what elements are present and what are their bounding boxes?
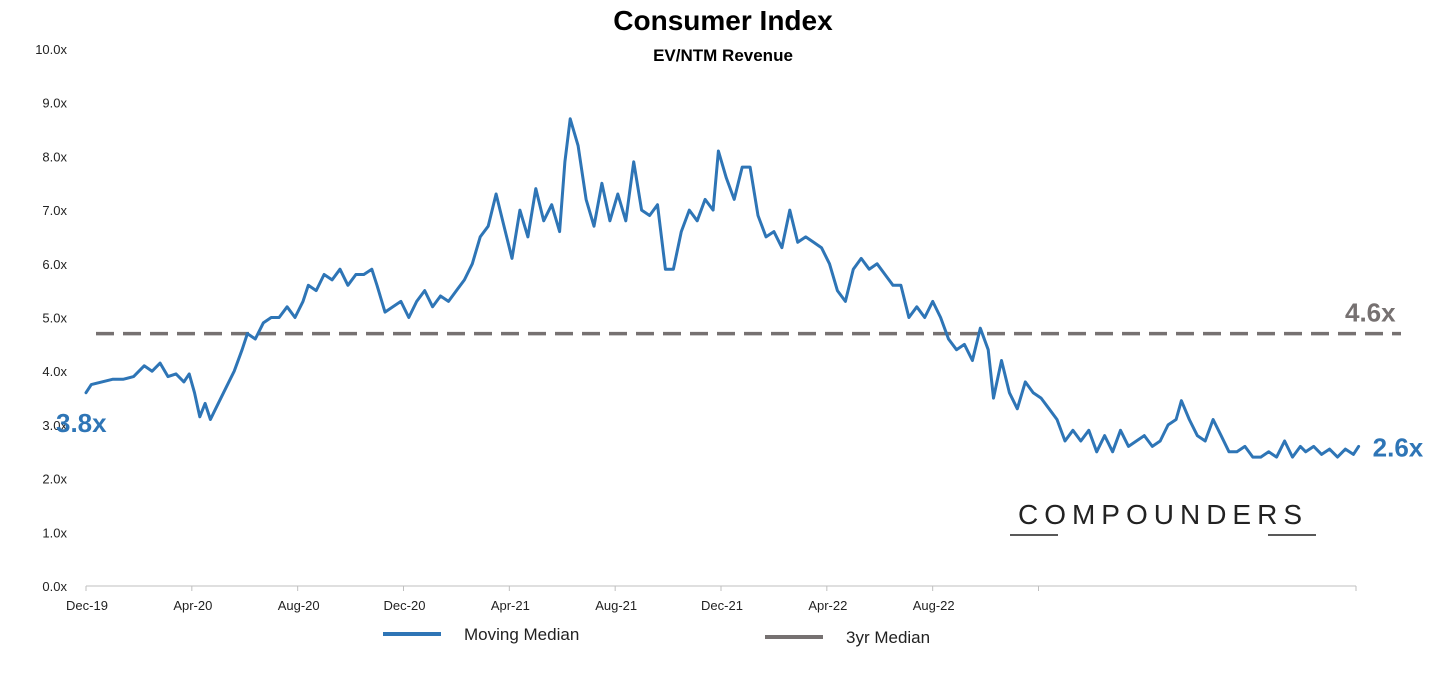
annotation-median-value: 4.6x bbox=[1345, 298, 1396, 328]
y-tick-label: 6.0x bbox=[42, 257, 67, 272]
legend-item-moving-median: Moving Median bbox=[383, 625, 579, 644]
legend-label-moving-median: Moving Median bbox=[464, 625, 579, 644]
x-tick-label: Apr-22 bbox=[808, 598, 847, 613]
y-tick-label: 2.0x bbox=[42, 472, 67, 487]
watermark-logo: COMPOUNDERS bbox=[1010, 499, 1316, 536]
annotation-layer: 3.8x 2.6x 4.6x bbox=[56, 298, 1424, 463]
x-tick-label: Aug-20 bbox=[278, 598, 320, 613]
y-tick-label: 3.0x bbox=[42, 418, 67, 433]
annotation-start-value: 3.8x bbox=[56, 408, 107, 438]
x-tick-label: Dec-19 bbox=[66, 598, 108, 613]
series-line-moving-median bbox=[84, 117, 1361, 459]
y-tick-label: 10.0x bbox=[35, 42, 67, 57]
series-layer bbox=[84, 117, 1361, 459]
y-tick-label: 1.0x bbox=[42, 525, 67, 540]
x-tick-label: Apr-20 bbox=[173, 598, 212, 613]
chart-subtitle: EV/NTM Revenue bbox=[653, 46, 793, 65]
legend-item-3yr-median: 3yr Median bbox=[765, 628, 930, 647]
y-tick-label: 0.0x bbox=[42, 579, 67, 594]
x-tick-label: Apr-21 bbox=[491, 598, 530, 613]
y-tick-label: 9.0x bbox=[42, 96, 67, 111]
y-axis: 0.0x 1.0x 2.0x 3.0x 4.0x 5.0x 6.0x 7.0x 8.0x 9.0x… bbox=[35, 42, 67, 594]
legend: Moving Median 3yr Median bbox=[383, 625, 930, 647]
x-axis: Dec-19 Apr-20 Aug-20 Dec-20 Apr-21 Aug-21 Dec-… bbox=[66, 585, 1357, 613]
y-tick-label: 8.0x bbox=[42, 149, 67, 164]
y-tick-label: 5.0x bbox=[42, 311, 67, 326]
annotation-end-value: 2.6x bbox=[1373, 432, 1424, 462]
chart-title: Consumer Index bbox=[613, 5, 833, 36]
y-tick-label: 7.0x bbox=[42, 203, 67, 218]
watermark-text: COMPOUNDERS bbox=[1018, 499, 1308, 530]
x-tick-label: Aug-22 bbox=[913, 598, 955, 613]
legend-label-3yr-median: 3yr Median bbox=[846, 628, 930, 647]
x-tick-label: Dec-21 bbox=[701, 598, 743, 613]
y-tick-label: 4.0x bbox=[42, 364, 67, 379]
x-tick-label: Dec-20 bbox=[384, 598, 426, 613]
x-tick-label: Aug-21 bbox=[595, 598, 637, 613]
